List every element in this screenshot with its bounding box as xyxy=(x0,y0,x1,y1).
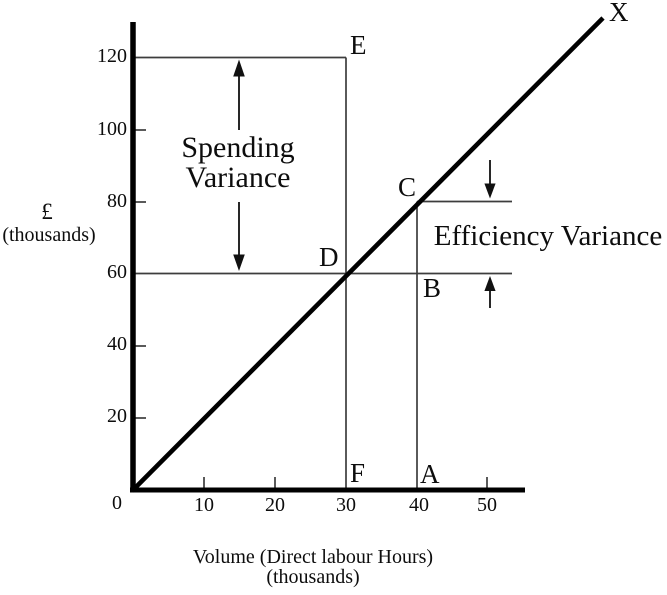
arrow-up-icon xyxy=(233,59,245,77)
point-label-f: F xyxy=(350,458,365,488)
y-tick-label-20: 20 xyxy=(107,405,127,427)
y-axis-title-symbol: £ xyxy=(41,199,53,224)
x-tick-label-10: 10 xyxy=(194,494,214,516)
point-label-e: E xyxy=(350,30,367,60)
y-tick-label-100: 100 xyxy=(97,118,127,140)
x-tick-label-40: 40 xyxy=(409,494,429,516)
arrow-down-icon xyxy=(484,183,496,199)
origin-label: 0 xyxy=(112,492,122,514)
y-tick-label-120: 120 xyxy=(97,45,127,67)
y-tick-label-40: 40 xyxy=(107,333,127,355)
x-axis-title-line2: (thousands) xyxy=(266,566,359,588)
arrow-down-icon xyxy=(233,254,245,271)
point-label-d: D xyxy=(319,242,339,272)
efficiency-variance-label: Efficiency Variance xyxy=(434,220,662,252)
arrow-up-icon xyxy=(484,276,496,291)
point-label-x: X xyxy=(609,0,629,27)
point-label-c: C xyxy=(398,172,416,202)
x-axis-title-line1: Volume (Direct labour Hours) xyxy=(193,546,433,568)
x-tick-label-30: 30 xyxy=(336,494,356,516)
point-label-a: A xyxy=(420,459,440,489)
x-tick-label-20: 20 xyxy=(265,494,285,516)
spending-variance-label-line2: Variance xyxy=(186,161,291,194)
y-tick-label-60: 60 xyxy=(107,261,127,283)
y-axis-title-unit: (thousands) xyxy=(2,224,95,246)
point-label-b: B xyxy=(423,273,441,303)
spending-variance-label-line1: Spending xyxy=(181,131,294,164)
y-tick-label-80: 80 xyxy=(107,190,127,212)
x-tick-label-50: 50 xyxy=(477,494,497,516)
standard-cost-line xyxy=(130,16,605,493)
